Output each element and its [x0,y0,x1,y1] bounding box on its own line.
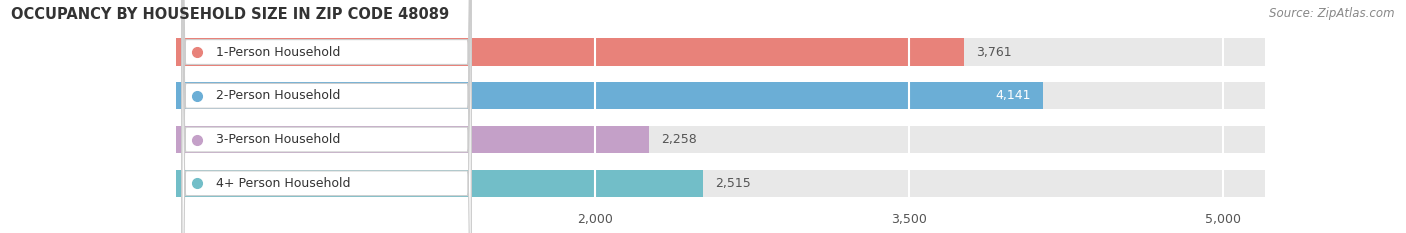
Text: OCCUPANCY BY HOUSEHOLD SIZE IN ZIP CODE 48089: OCCUPANCY BY HOUSEHOLD SIZE IN ZIP CODE … [11,7,450,22]
Text: 1-Person Household: 1-Person Household [215,45,340,58]
FancyBboxPatch shape [181,0,471,233]
Bar [176,126,650,153]
Text: 2,515: 2,515 [716,177,751,190]
Text: 3-Person Household: 3-Person Household [215,133,340,146]
FancyBboxPatch shape [181,0,471,233]
Bar [176,82,1043,109]
Bar [176,38,965,66]
Text: 2,258: 2,258 [661,133,697,146]
Bar [176,38,1265,66]
Bar [176,82,1265,109]
Text: 3,761: 3,761 [976,45,1012,58]
Bar [176,126,1265,153]
Bar [176,170,703,197]
Text: Source: ZipAtlas.com: Source: ZipAtlas.com [1270,7,1395,20]
FancyBboxPatch shape [181,0,471,233]
Text: 4+ Person Household: 4+ Person Household [215,177,350,190]
Bar [176,170,1265,197]
Text: 4,141: 4,141 [995,89,1031,102]
FancyBboxPatch shape [181,0,471,233]
Text: 2-Person Household: 2-Person Household [215,89,340,102]
